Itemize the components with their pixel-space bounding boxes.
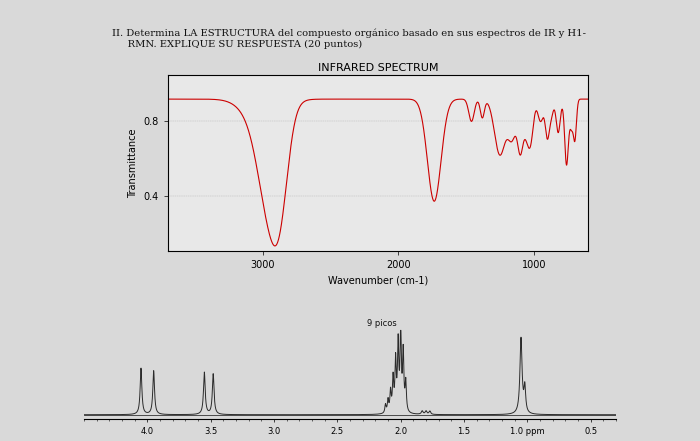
X-axis label: Wavenumber (cm-1): Wavenumber (cm-1) — [328, 276, 428, 286]
Title: INFRARED SPECTRUM: INFRARED SPECTRUM — [318, 63, 438, 73]
Text: 9 picos: 9 picos — [367, 319, 396, 328]
Text: II. Determina LA ESTRUCTURA del compuesto orgánico basado en sus espectros de IR: II. Determina LA ESTRUCTURA del compuest… — [112, 29, 586, 49]
Y-axis label: Transmittance: Transmittance — [128, 128, 138, 198]
